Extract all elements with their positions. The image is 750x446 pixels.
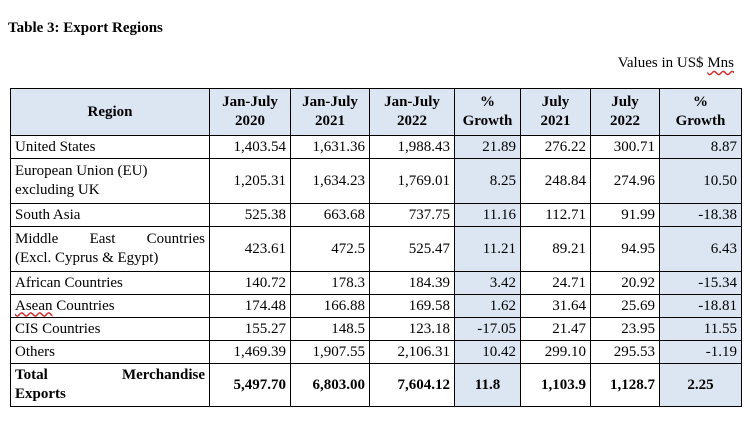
value-cell: 91.99 bbox=[590, 203, 660, 227]
region-cell: European Union (EU) excluding UK bbox=[10, 158, 210, 204]
region-line-justified: Middle East Countries bbox=[15, 231, 205, 247]
units-suffix: Mns bbox=[707, 55, 734, 71]
value-cell: 300.71 bbox=[590, 135, 660, 159]
value-cell: 140.72 bbox=[209, 271, 291, 295]
growth-cell: -15.34 bbox=[659, 271, 742, 295]
region-line-2: (Excl. Cyprus & Egypt) bbox=[15, 250, 159, 266]
growth-cell: 8.87 bbox=[659, 135, 742, 159]
total-value-cell: 5,497.70 bbox=[209, 363, 291, 407]
growth-cell: 21.89 bbox=[454, 135, 521, 159]
value-cell: 274.96 bbox=[590, 158, 660, 204]
header-janjuly-2021: Jan-July 2021 bbox=[290, 88, 370, 136]
value-cell: 166.88 bbox=[290, 294, 370, 318]
value-cell: 472.5 bbox=[290, 226, 370, 272]
total-row: Total Merchandise Exports 5,497.70 6,803.… bbox=[10, 363, 742, 407]
value-cell: 123.18 bbox=[369, 317, 455, 341]
growth-cell: 3.42 bbox=[454, 271, 521, 295]
value-cell: 295.53 bbox=[590, 340, 660, 364]
growth-cell: -18.38 bbox=[659, 203, 742, 227]
value-cell: 1,634.23 bbox=[290, 158, 370, 204]
value-cell: 663.68 bbox=[290, 203, 370, 227]
header-region: Region bbox=[10, 88, 210, 136]
total-growth-cell: 11.8 bbox=[454, 363, 521, 407]
total-label-cell: Total Merchandise Exports bbox=[10, 363, 210, 407]
header-july-2022: July 2022 bbox=[590, 88, 660, 136]
region-cell: Asean Countries bbox=[10, 294, 210, 318]
growth-cell: -18.81 bbox=[659, 294, 742, 318]
region-cell: South Asia bbox=[10, 203, 210, 227]
value-cell: 155.27 bbox=[209, 317, 291, 341]
value-cell: 23.95 bbox=[590, 317, 660, 341]
header-growth-1: % Growth bbox=[454, 88, 521, 136]
growth-cell: 1.62 bbox=[454, 294, 521, 318]
table-row: United States 1,403.54 1,631.36 1,988.43… bbox=[10, 135, 742, 159]
total-label-line-1: Total Merchandise bbox=[15, 367, 205, 383]
value-cell: 299.10 bbox=[520, 340, 591, 364]
value-cell: 737.75 bbox=[369, 203, 455, 227]
growth-cell: 11.55 bbox=[659, 317, 742, 341]
growth-cell: -1.19 bbox=[659, 340, 742, 364]
units-note: Values in US$ Mns bbox=[618, 55, 734, 72]
value-cell: 169.58 bbox=[369, 294, 455, 318]
growth-cell: 11.21 bbox=[454, 226, 521, 272]
table-row: CIS Countries 155.27 148.5 123.18 -17.05… bbox=[10, 317, 742, 341]
value-cell: 174.48 bbox=[209, 294, 291, 318]
export-regions-table: Region Jan-July 2020 Jan-July 2021 Jan-Jul… bbox=[10, 88, 742, 407]
value-cell: 178.3 bbox=[290, 271, 370, 295]
region-cell: Others bbox=[10, 340, 210, 364]
value-cell: 423.61 bbox=[209, 226, 291, 272]
value-cell: 1,988.43 bbox=[369, 135, 455, 159]
header-row: Region Jan-July 2020 Jan-July 2021 Jan-Jul… bbox=[10, 88, 742, 136]
value-cell: 148.5 bbox=[290, 317, 370, 341]
value-cell: 112.71 bbox=[520, 203, 591, 227]
units-prefix: Values in US$ bbox=[617, 55, 708, 71]
table-row: South Asia 525.38 663.68 737.75 11.16 11… bbox=[10, 203, 742, 227]
growth-cell: 10.42 bbox=[454, 340, 521, 364]
header-july-2021: July 2021 bbox=[520, 88, 591, 136]
value-cell: 525.47 bbox=[369, 226, 455, 272]
header-janjuly-2020: Jan-July 2020 bbox=[209, 88, 291, 136]
value-cell: 24.71 bbox=[520, 271, 591, 295]
value-cell: 1,769.01 bbox=[369, 158, 455, 204]
value-cell: 1,907.55 bbox=[290, 340, 370, 364]
growth-cell: 8.25 bbox=[454, 158, 521, 204]
total-value-cell: 1,103.9 bbox=[520, 363, 591, 407]
value-cell: 525.38 bbox=[209, 203, 291, 227]
value-cell: 1,403.54 bbox=[209, 135, 291, 159]
value-cell: 276.22 bbox=[520, 135, 591, 159]
total-value-cell: 7,604.12 bbox=[369, 363, 455, 407]
table-row: European Union (EU) excluding UK 1,205.31… bbox=[10, 158, 742, 204]
table-row: Others 1,469.39 1,907.55 2,106.31 10.42 … bbox=[10, 340, 742, 364]
total-label-line-2: Exports bbox=[15, 386, 66, 402]
table-title: Table 3: Export Regions bbox=[8, 20, 163, 36]
value-cell: 1,205.31 bbox=[209, 158, 291, 204]
growth-cell: -17.05 bbox=[454, 317, 521, 341]
value-cell: 25.69 bbox=[590, 294, 660, 318]
region-cell: United States bbox=[10, 135, 210, 159]
value-cell: 21.47 bbox=[520, 317, 591, 341]
total-growth-cell: 2.25 bbox=[659, 363, 742, 407]
header-growth-2: % Growth bbox=[659, 88, 742, 136]
header-janjuly-2022: Jan-July 2022 bbox=[369, 88, 455, 136]
growth-cell: 10.50 bbox=[659, 158, 742, 204]
growth-cell: 11.16 bbox=[454, 203, 521, 227]
value-cell: 248.84 bbox=[520, 158, 591, 204]
value-cell: 20.92 bbox=[590, 271, 660, 295]
value-cell: 94.95 bbox=[590, 226, 660, 272]
table-row: Asean Countries 174.48 166.88 169.58 1.6… bbox=[10, 294, 742, 318]
total-value-cell: 1,128.7 bbox=[590, 363, 660, 407]
value-cell: 31.64 bbox=[520, 294, 591, 318]
total-value-cell: 6,803.00 bbox=[290, 363, 370, 407]
value-cell: 1,469.39 bbox=[209, 340, 291, 364]
value-cell: 184.39 bbox=[369, 271, 455, 295]
region-cell: CIS Countries bbox=[10, 317, 210, 341]
table-row: Middle East Countries (Excl. Cyprus & Egyp… bbox=[10, 226, 742, 272]
growth-cell: 6.43 bbox=[659, 226, 742, 272]
value-cell: 2,106.31 bbox=[369, 340, 455, 364]
region-cell: Middle East Countries (Excl. Cyprus & Egyp… bbox=[10, 226, 210, 272]
value-cell: 1,631.36 bbox=[290, 135, 370, 159]
value-cell: 89.21 bbox=[520, 226, 591, 272]
region-cell: African Countries bbox=[10, 271, 210, 295]
table-row: African Countries 140.72 178.3 184.39 3.… bbox=[10, 271, 742, 295]
